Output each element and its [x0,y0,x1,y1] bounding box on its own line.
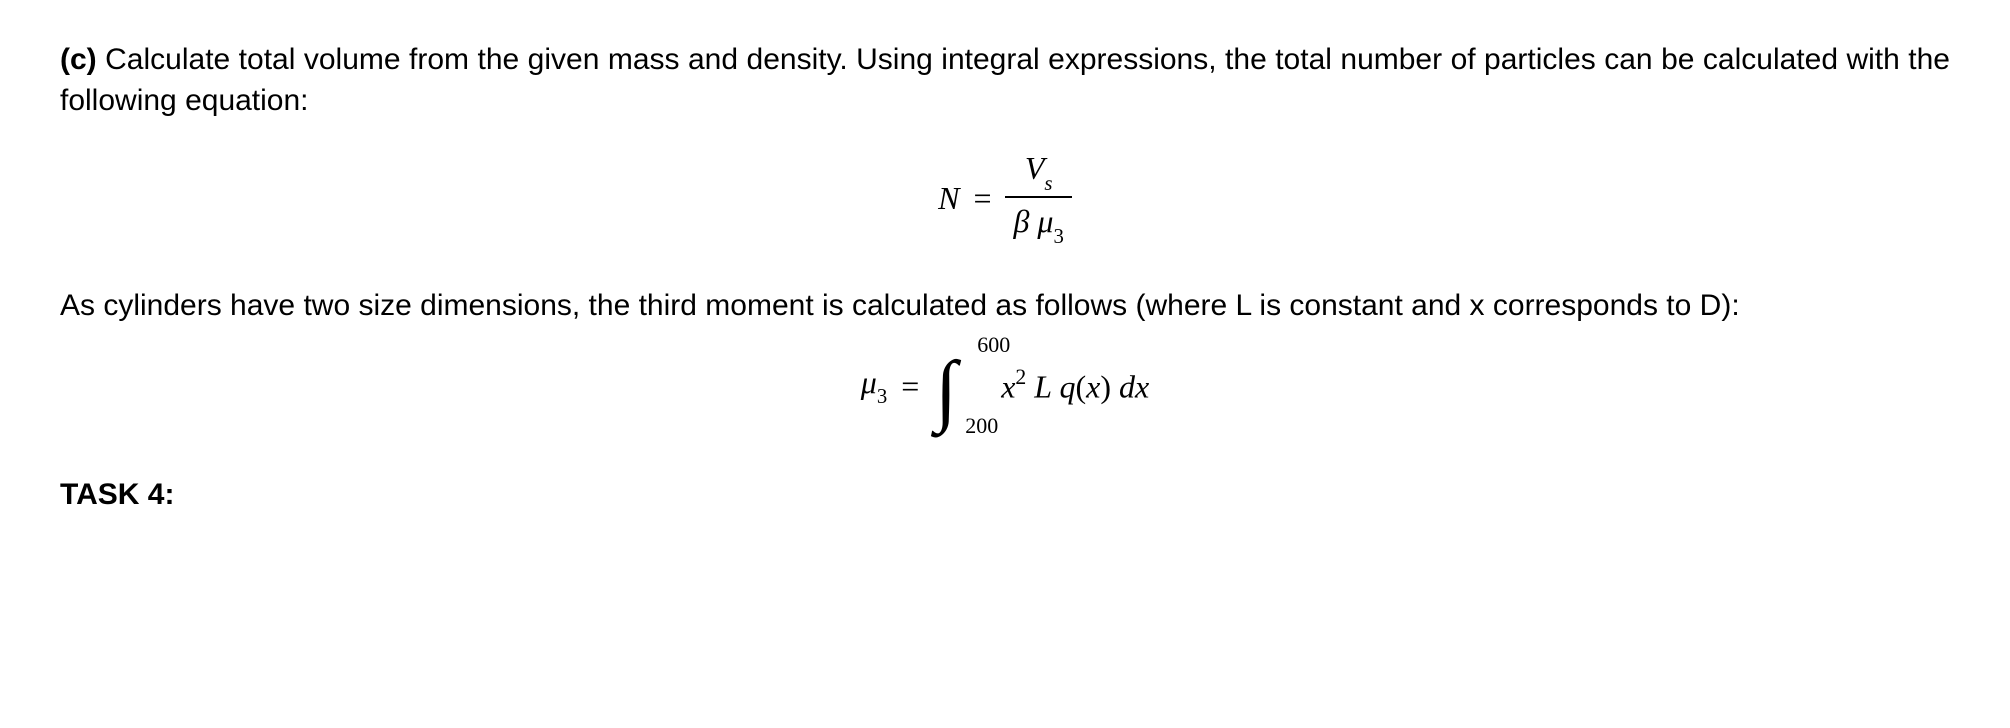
eq2-L: L [1034,368,1051,404]
part-c-label: (c) [60,43,97,76]
eq2-integral: ∫ 600 200 x2 L q(x) dx [933,356,1149,415]
eq1-den-sub: 3 [1053,225,1063,248]
eq1-equals: = [973,182,991,214]
part-c-text: Calculate total volume from the given ma… [60,43,1950,117]
eq2-qx-var: x [1086,368,1100,404]
eq2-lhs: μ3 [861,366,887,405]
equation-n-inline: N = Vs β μ3 [938,151,1072,246]
eq1-num-sub: s [1044,172,1052,195]
equation-mu3: μ3 = ∫ 600 200 x2 L q(x) dx [60,356,1950,415]
eq2-close-paren: ) [1100,368,1111,404]
eq1-fraction: Vs β μ3 [1005,151,1071,246]
eq2-q: q [1060,368,1076,404]
eq2-x: x [1001,368,1015,404]
eq1-denominator: β μ3 [1005,196,1071,245]
para2-text: As cylinders have two size dimensions, t… [60,289,1740,322]
integral-symbol: ∫ 600 200 [935,356,957,415]
integral-lower-bound: 200 [965,415,998,437]
eq1-den-var1: β [1013,203,1029,239]
eq2-x-exp: 2 [1015,365,1026,389]
integral-icon: ∫ [935,362,957,418]
equation-n: N = Vs β μ3 [60,151,1950,246]
integral-body: x2 L q(x) dx [1001,369,1149,403]
paragraph-cylinders: As cylinders have two size dimensions, t… [60,286,1950,327]
paragraph-part-c: (c) Calculate total volume from the give… [60,40,1950,121]
eq2-dx: dx [1119,368,1149,404]
eq1-numerator: Vs [1017,151,1061,196]
equation-mu3-inline: μ3 = ∫ 600 200 x2 L q(x) dx [861,356,1149,415]
task-4-label: TASK 4: [60,475,1950,516]
eq2-lhs-var: μ [861,364,877,400]
eq1-num-var: V [1025,150,1045,186]
eq2-open-paren: ( [1076,368,1087,404]
eq2-equals: = [901,370,919,402]
integral-upper-bound: 600 [977,334,1010,356]
eq2-lhs-sub: 3 [877,385,887,408]
eq1-den-var2: μ [1037,203,1053,239]
eq1-lhs-var: N [938,182,959,214]
